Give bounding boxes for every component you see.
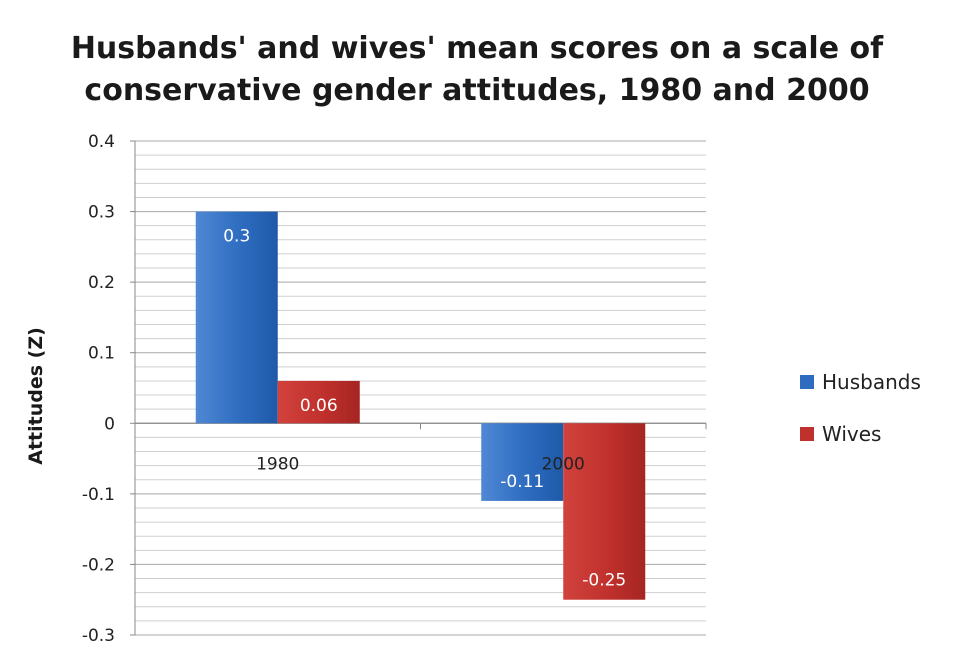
chart-title-line-2: conservative gender attitudes, 1980 and …	[84, 73, 870, 108]
bar-husbands-1980	[195, 211, 278, 424]
data-label: -0.25	[582, 571, 626, 591]
y-tick-label: 0.4	[88, 132, 115, 152]
category-label: 2000	[542, 454, 585, 474]
data-label: -0.11	[500, 472, 544, 492]
legend-label-wives: Wives	[822, 422, 881, 446]
data-labels: 0.3 0.06 -0.11 -0.25	[223, 227, 626, 591]
y-tick-label: 0.2	[88, 273, 115, 293]
y-tick-label: 0.3	[88, 203, 115, 223]
y-tick-label: 0	[104, 414, 115, 434]
legend-swatch-wives	[800, 427, 814, 441]
data-label: 0.3	[223, 227, 250, 247]
chart-title-line-1: Husbands' and wives' mean scores on a sc…	[70, 31, 884, 66]
y-axis-label: Attitudes (Z)	[25, 327, 47, 465]
chart-title: Husbands' and wives' mean scores on a sc…	[0, 28, 954, 112]
bar-wives-2000	[563, 423, 646, 600]
bar-wives-1980	[277, 380, 360, 424]
y-tick-label: -0.2	[82, 555, 115, 575]
data-label: 0.06	[300, 396, 338, 416]
bars	[195, 211, 646, 600]
category-label: 1980	[256, 454, 299, 474]
y-tick-label: -0.3	[82, 626, 115, 646]
legend-label-husbands: Husbands	[822, 370, 921, 394]
bar-husbands-2000	[481, 423, 564, 501]
legend-swatch-husbands	[800, 375, 814, 389]
category-labels: 1980 2000	[256, 454, 585, 474]
y-tick-label: -0.1	[82, 485, 115, 505]
y-tick-label: 0.1	[88, 344, 115, 364]
legend: Husbands Wives	[800, 370, 921, 446]
